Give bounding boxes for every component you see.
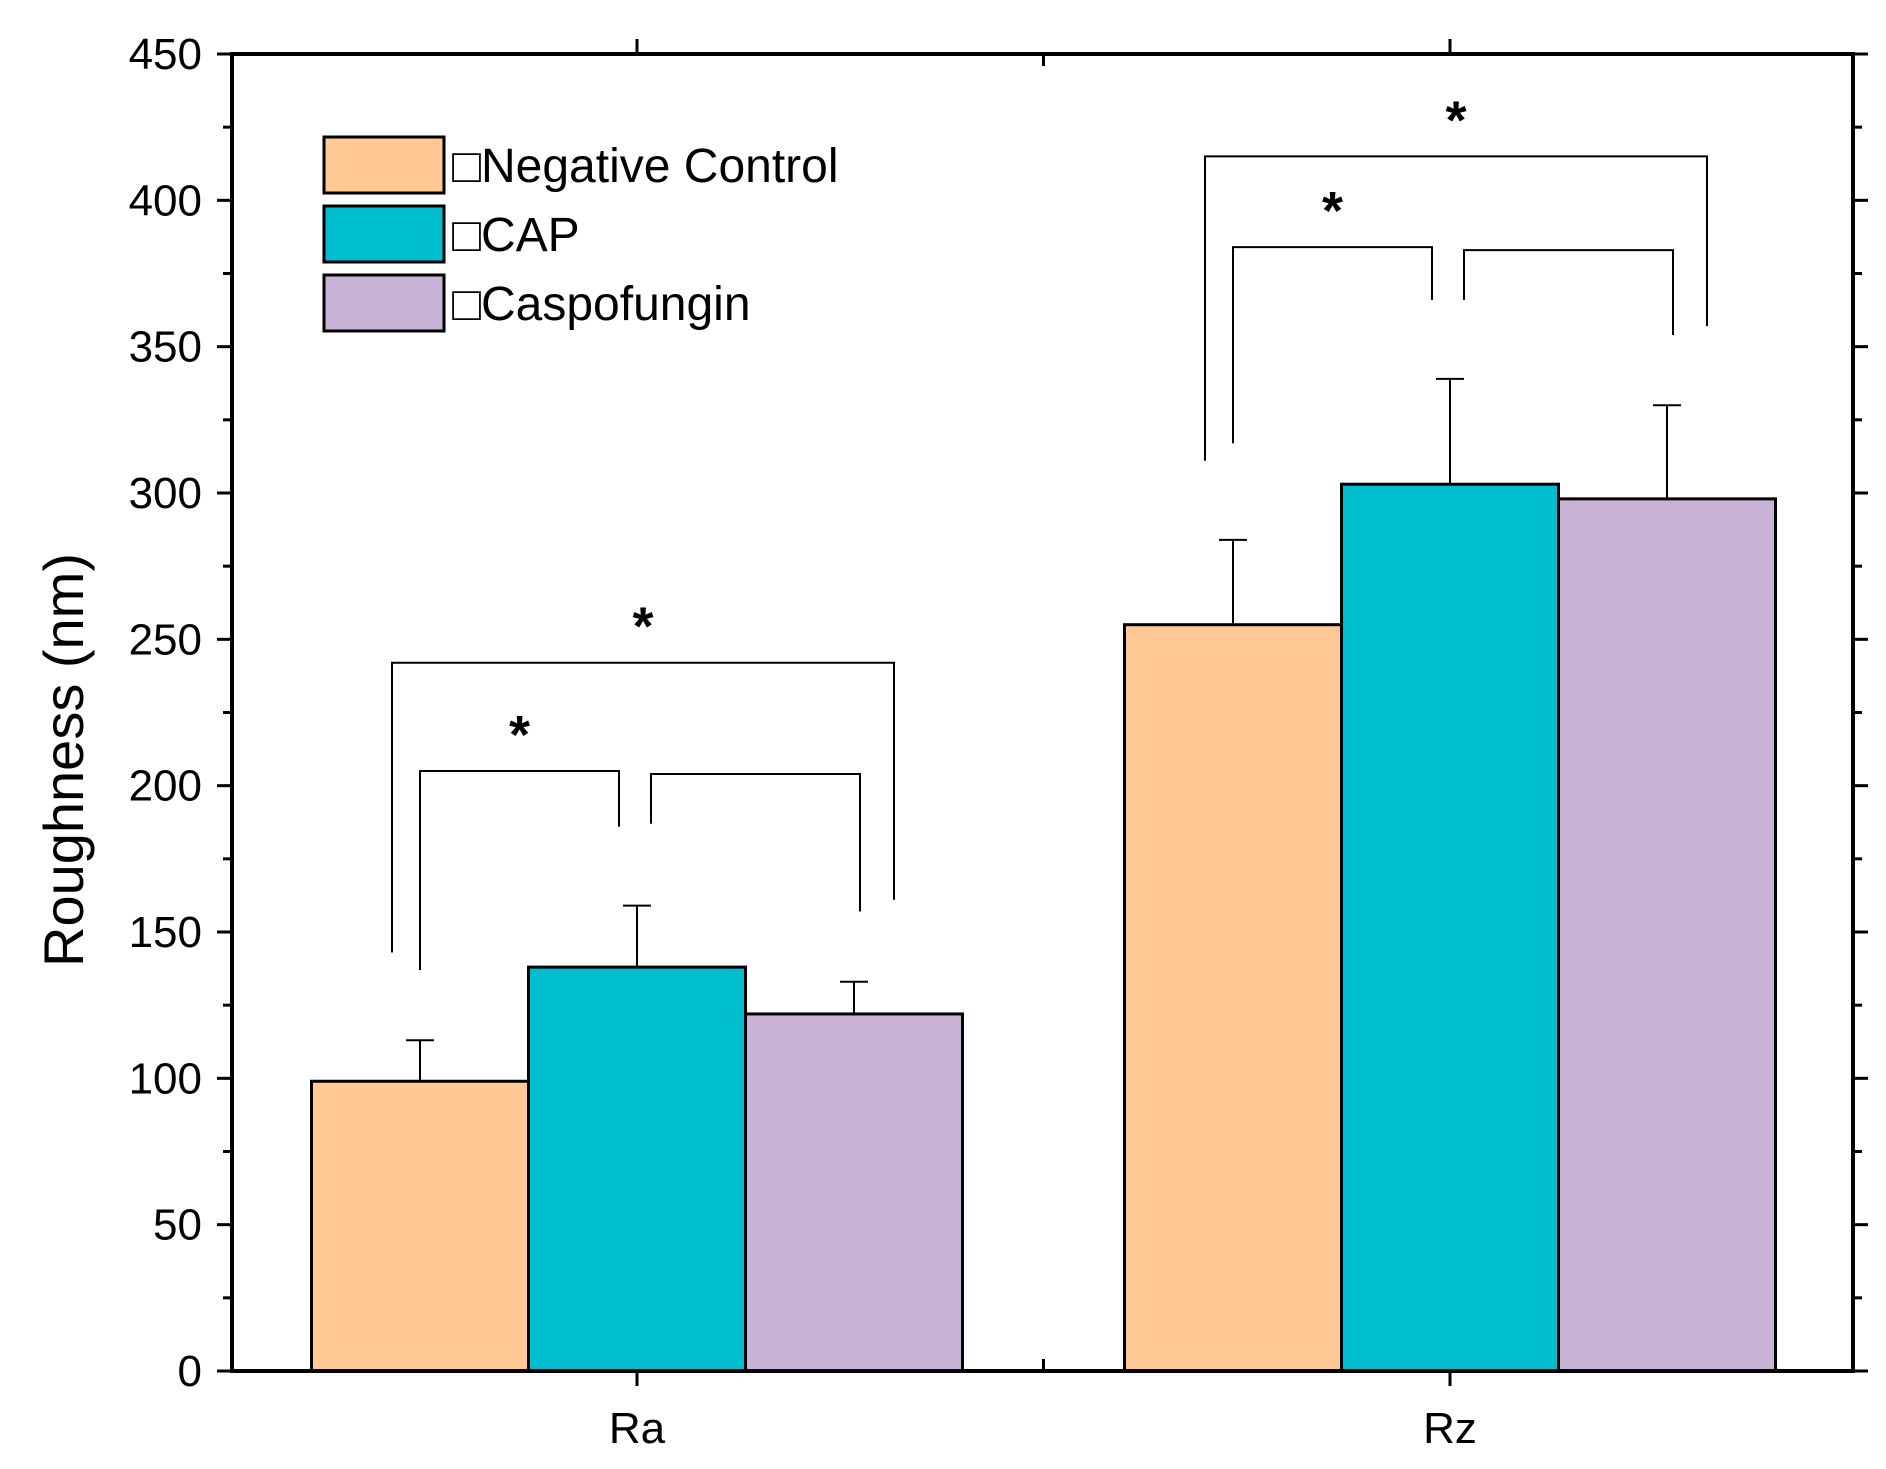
significance-star-3: * (1322, 181, 1343, 241)
significance-star-2: * (632, 597, 653, 657)
bar-ra-caspofungin (744, 1012, 964, 1373)
bar-rz-cap (1340, 482, 1560, 1373)
bar-rz-caspofungin (1557, 497, 1777, 1373)
significance-bracket-2 (391, 661, 895, 953)
significance-bracket-0 (419, 770, 620, 971)
y-tick-label: 150 (129, 908, 202, 957)
y-tick-label: 0 (178, 1347, 202, 1396)
y-tick-label: 250 (129, 615, 202, 664)
significance-layer: * * * * (391, 90, 1708, 971)
legend-label-cap: □CAP (452, 209, 580, 262)
bar-ra-negative-control (310, 1079, 530, 1373)
legend-swatch-negative-control (322, 135, 446, 195)
significance-star-5: * (1445, 90, 1466, 150)
legend: □Negative Control □CAP □Caspofungin (322, 135, 839, 333)
y-tick-label: 400 (129, 176, 202, 225)
y-tick-label: 100 (129, 1054, 202, 1103)
legend-label-negative-control: □Negative Control (452, 140, 839, 193)
bar-ra-cap (527, 965, 747, 1373)
x-category-label: Ra (609, 1404, 666, 1453)
axes-layer: 0 50 100 150 200 250 300 350 400 450 Ra Rz (129, 30, 1868, 1453)
significance-bracket-1 (650, 772, 861, 912)
y-tick-label: 300 (129, 469, 202, 518)
y-tick-label: 350 (129, 323, 202, 372)
y-tick-label: 200 (129, 762, 202, 811)
bars-layer (310, 482, 1777, 1373)
y-tick-label: 50 (153, 1201, 202, 1250)
significance-bracket-4 (1463, 249, 1674, 335)
x-category-label: Rz (1423, 1404, 1477, 1453)
legend-swatch-caspofungin (322, 273, 446, 333)
significance-bracket-3 (1232, 246, 1433, 444)
y-tick-label: 450 (129, 30, 202, 79)
significance-star-0: * (509, 705, 530, 765)
y-axis-title: Roughness (nm) (32, 553, 95, 967)
error-bars-layer (406, 377, 1681, 1082)
significance-bracket-5 (1204, 155, 1708, 461)
bar-rz-negative-control (1123, 623, 1343, 1373)
legend-label-caspofungin: □Caspofungin (452, 278, 751, 331)
legend-swatch-cap (322, 204, 446, 264)
